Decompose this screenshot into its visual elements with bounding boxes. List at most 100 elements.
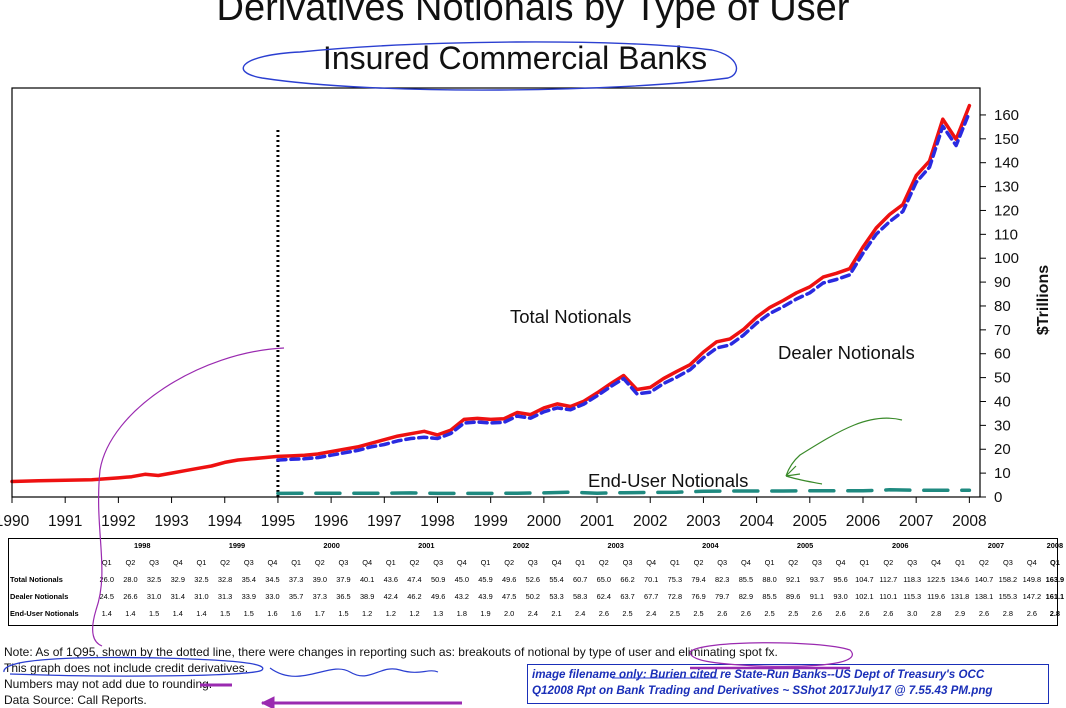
table-cell: 37.9: [336, 575, 351, 584]
plot-frame: [11, 87, 981, 498]
x-tick-label: 1993: [154, 513, 188, 530]
table-cell: 155.3: [998, 592, 1018, 601]
table-cell: 2.6: [835, 609, 846, 618]
table-cell: 1.5: [338, 609, 349, 618]
y-tick-label: 40: [994, 393, 1011, 410]
table-quarter-row: Q1 Q2 Q3 Q4 Q1 Q2 Q3 Q4 Q1 Q2 Q3 Q4 Q1 Q2 Q3 Q4 Q1 Q2 Q3 Q4…: [8, 553, 1066, 571]
table-cell: 1.7: [314, 609, 325, 618]
table-cell: 24.5: [99, 592, 114, 601]
note-line-3: Numbers may not add due to rounding.: [4, 677, 213, 691]
table-quarter-header: Q1: [101, 557, 112, 567]
table-cell: 55.4: [549, 575, 564, 584]
table-cell: 2.9: [954, 609, 966, 618]
table-cell: 118.3: [903, 575, 922, 584]
table-quarter-header: Q4: [646, 557, 657, 567]
line-chart: 0 10 20 30 40 50 60 70 80 90 100 110 120 130 140 150 160…: [0, 87, 1052, 530]
table-cell: 47.5: [501, 592, 517, 601]
table-cell: 26.6: [123, 592, 138, 601]
y-tick-label: 70: [994, 322, 1011, 339]
table-cell: 2.8: [930, 609, 942, 618]
table-cell: 58.3: [572, 592, 588, 601]
y-tick-label: 100: [994, 250, 1019, 267]
table-cell: 50.9: [430, 575, 446, 584]
table-quarter-header: Q4: [362, 557, 373, 567]
table-cell: 1.4: [101, 609, 112, 618]
table-cell: 76.9: [691, 592, 706, 601]
table-cell: 2.1: [551, 609, 562, 618]
table-cell: 32.5: [146, 575, 162, 584]
table-cell: 93.7: [809, 575, 825, 584]
filename-caption: image filename only: Burien cited re Sta…: [527, 664, 1049, 704]
table-cell: 1.6: [290, 609, 302, 618]
y-tick-label: 80: [994, 298, 1011, 315]
table-year-header: 2008: [1046, 541, 1064, 550]
data-table: 1998 1999 2000 2001 2002 2003 2004 2005 2006 2007…: [8, 538, 1066, 622]
table-row-label: Total Notionals: [10, 575, 63, 584]
table-cell: 45.0: [454, 575, 470, 584]
y-tick-label: 140: [994, 155, 1019, 172]
table-cell: 63.7: [620, 592, 635, 601]
table-cell: 1.2: [409, 609, 420, 618]
table-cell: 32.5: [194, 575, 209, 584]
table-cell: 85.5: [738, 575, 754, 584]
table-cell: 31.3: [217, 592, 233, 601]
x-tick-label: 2003: [686, 513, 720, 530]
table-quarter-header: Q4: [267, 557, 278, 567]
table-cell: 2.5: [764, 609, 775, 618]
table-cell: 2.4: [575, 609, 586, 618]
table-quarter-header: Q2: [693, 557, 704, 567]
table-cell: 2.6: [978, 609, 990, 618]
table-cell: 66.2: [620, 575, 635, 584]
table-cell: 149.8: [1022, 575, 1042, 584]
table-cell: 2.6: [1026, 609, 1037, 618]
caption-line-2: Q12008 Rpt on Bank Trading and Derivativ…: [532, 684, 993, 697]
x-tick-label: 1997: [367, 513, 401, 530]
series-dealer-notionals-line: [276, 110, 972, 462]
table-cell: 72.8: [667, 592, 683, 601]
series-end-user-notionals-line: [276, 488, 972, 496]
table-quarter-header: Q2: [125, 557, 136, 567]
table-quarter-header: Q4: [740, 557, 751, 567]
table-cell: 49.6: [430, 592, 446, 601]
table-cell: 33.0: [265, 592, 280, 601]
x-tick-label: 1999: [473, 513, 507, 530]
table-cell: 2.6: [740, 609, 752, 618]
table-year-header: 2006: [892, 541, 909, 550]
table-year-header: 2005: [796, 541, 814, 550]
table-cell: 26.0: [99, 575, 114, 584]
table-cell: 1.4: [196, 609, 207, 618]
table-cell: 31.0: [194, 592, 209, 601]
y-tick-label: 10: [994, 465, 1011, 482]
y-tick-label: 50: [994, 370, 1011, 387]
table-cell: 93.0: [833, 592, 848, 601]
table-cell: 140.7: [974, 575, 994, 584]
table-cell: 38.9: [359, 592, 375, 601]
table-quarter-header: Q2: [883, 557, 894, 567]
table-cell: 79.4: [691, 575, 706, 584]
x-tick-label: 1990: [0, 513, 30, 530]
table-cell: 37.3: [288, 575, 304, 584]
y-tick-label: 90: [994, 274, 1011, 291]
table-quarter-header: Q3: [717, 557, 728, 567]
table-cell: 122.5: [926, 575, 946, 584]
table-cell: 95.6: [833, 575, 848, 584]
table-cell: 31.4: [170, 592, 185, 601]
table-cell: 32.9: [170, 575, 185, 584]
table-cell: 91.1: [809, 592, 825, 601]
table-cell: 2.0: [504, 609, 515, 618]
table-cell: 49.6: [501, 575, 517, 584]
table-quarter-header: Q1: [859, 557, 870, 567]
table-cell: 35.4: [241, 575, 256, 584]
table-cell: 43.2: [454, 592, 470, 601]
table-quarter-header: Q2: [220, 557, 231, 567]
table-cell: 53.3: [549, 592, 564, 601]
table-quarter-header: Q1: [575, 557, 586, 567]
x-tick-label: 1998: [420, 513, 454, 530]
table-cell: 89.6: [786, 592, 801, 601]
table-quarter-header: Q1: [480, 557, 491, 567]
x-tick-label: 1991: [48, 513, 82, 530]
table-cell: 47.4: [407, 575, 422, 584]
table-cell: 33.9: [241, 592, 256, 601]
table-cell: 3.0: [907, 609, 918, 618]
table-year-header: 2002: [512, 541, 530, 550]
